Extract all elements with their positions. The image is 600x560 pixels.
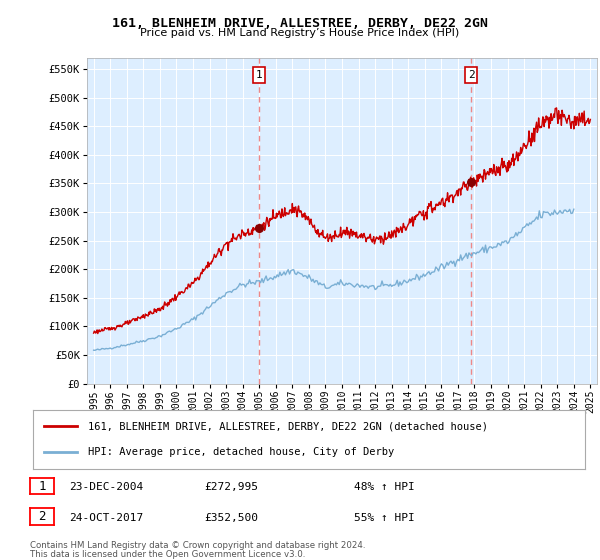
Text: 2: 2 [468,70,475,80]
Text: 161, BLENHEIM DRIVE, ALLESTREE, DERBY, DE22 2GN: 161, BLENHEIM DRIVE, ALLESTREE, DERBY, D… [112,17,488,30]
Text: 1: 1 [38,479,46,493]
Text: £352,500: £352,500 [204,513,258,523]
Text: This data is licensed under the Open Government Licence v3.0.: This data is licensed under the Open Gov… [30,550,305,559]
Text: 55% ↑ HPI: 55% ↑ HPI [354,513,415,523]
Text: 161, BLENHEIM DRIVE, ALLESTREE, DERBY, DE22 2GN (detached house): 161, BLENHEIM DRIVE, ALLESTREE, DERBY, D… [88,421,488,431]
Text: 24-OCT-2017: 24-OCT-2017 [69,513,143,523]
Text: 2: 2 [38,510,46,524]
Text: £272,995: £272,995 [204,482,258,492]
Text: Contains HM Land Registry data © Crown copyright and database right 2024.: Contains HM Land Registry data © Crown c… [30,542,365,550]
Text: 48% ↑ HPI: 48% ↑ HPI [354,482,415,492]
Text: 1: 1 [256,70,262,80]
Text: HPI: Average price, detached house, City of Derby: HPI: Average price, detached house, City… [88,447,394,458]
Text: Price paid vs. HM Land Registry’s House Price Index (HPI): Price paid vs. HM Land Registry’s House … [140,28,460,38]
Text: 23-DEC-2004: 23-DEC-2004 [69,482,143,492]
